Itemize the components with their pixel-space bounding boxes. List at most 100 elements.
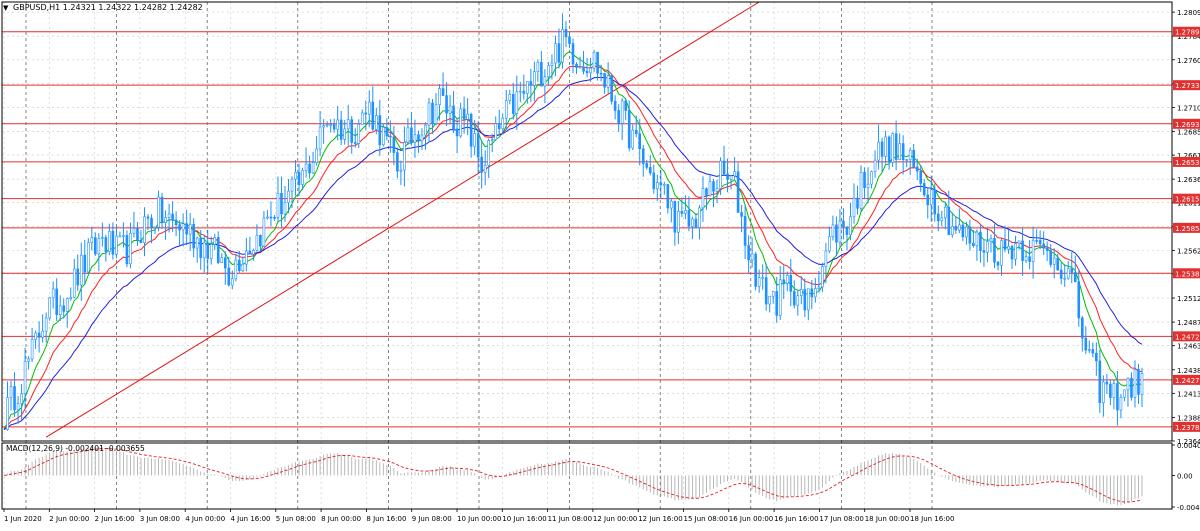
- candle-body: [325, 124, 329, 127]
- candle-body: [1052, 257, 1056, 265]
- candle-body: [663, 184, 666, 186]
- candle-body: [58, 305, 62, 315]
- menu-arrow-icon[interactable]: ▼: [3, 4, 9, 12]
- candle-body: [1095, 352, 1098, 362]
- candle-body: [1077, 281, 1081, 319]
- candle-body: [86, 242, 90, 273]
- candle-body: [979, 231, 982, 251]
- price-tick-label: 1.26855: [1177, 128, 1200, 136]
- candle-body: [986, 241, 989, 253]
- candle-body: [9, 386, 13, 398]
- candle-body: [459, 108, 462, 137]
- candle-body: [353, 142, 357, 144]
- time-tick-label: 4 Jun 16:00: [231, 515, 271, 523]
- candle-body: [322, 125, 325, 128]
- candle-body: [434, 104, 438, 125]
- candle-body: [371, 101, 375, 130]
- price-tick-label: 1.25620: [1177, 247, 1200, 255]
- candle-body: [1045, 247, 1049, 251]
- candle-body: [666, 184, 670, 209]
- horizontal-levels[interactable]: [2, 31, 1172, 428]
- candle-body: [852, 197, 856, 218]
- candle-body: [62, 305, 66, 312]
- candle-body: [1080, 317, 1084, 339]
- candle-body: [670, 200, 673, 209]
- candle-body: [160, 196, 164, 224]
- macd-panel: [3, 446, 1143, 506]
- candle-body: [1066, 268, 1070, 279]
- time-tick-label: 17 Jun 08:00: [819, 515, 863, 523]
- candle-body: [1070, 268, 1074, 273]
- candle-body: [726, 173, 729, 180]
- candle-body: [740, 212, 743, 217]
- candle-body: [248, 250, 252, 255]
- time-tick-label: 3 Jun 08:00: [140, 515, 180, 523]
- candle-body: [887, 136, 891, 163]
- candle-body: [469, 113, 473, 147]
- candle-body: [1007, 245, 1010, 250]
- time-tick-label: 10 Jun 00:00: [457, 515, 501, 523]
- candle-body: [195, 237, 199, 249]
- candle-body: [540, 62, 543, 87]
- symbol-info: GBPUSD,H1 1.24321 1.24322 1.24282 1.2428…: [13, 3, 203, 12]
- candle-body: [357, 124, 361, 144]
- candle-body: [136, 228, 139, 241]
- candle-body: [849, 216, 852, 235]
- price-tick-label: 1.28095: [1177, 9, 1200, 17]
- candle-body: [55, 288, 58, 315]
- candle-body: [694, 218, 698, 228]
- candle-body: [20, 393, 23, 404]
- axes: 1.280951.278451.276001.273501.271051.268…: [3, 0, 1200, 527]
- level-price-tag: [1173, 156, 1200, 167]
- candle-body: [252, 250, 255, 255]
- candle-body: [213, 237, 217, 245]
- price-tick-label: 1.23885: [1177, 414, 1200, 422]
- chart-header: ▼ GBPUSD,H1 1.24321 1.24322 1.24282 1.24…: [3, 3, 203, 453]
- candle-body: [775, 291, 779, 316]
- trendline[interactable]: [45, 1, 760, 438]
- candle-body: [108, 230, 111, 252]
- candle-body: [1091, 349, 1095, 354]
- price-tick-label: 1.24135: [1177, 390, 1200, 398]
- candle-body: [199, 237, 202, 258]
- candle-body: [157, 196, 160, 228]
- macd-tick-label: 0.004079: [1177, 442, 1200, 450]
- candle-body: [241, 263, 245, 271]
- candle-body: [1035, 240, 1038, 242]
- candle-body: [680, 210, 684, 214]
- candle-body: [1031, 240, 1035, 262]
- time-tick-label: 11 Jun 08:00: [548, 515, 592, 523]
- candle-body: [814, 288, 817, 298]
- candle-body: [884, 136, 887, 157]
- level-price-label: 1.24727: [1175, 333, 1200, 341]
- candle-body: [6, 397, 9, 430]
- candle-body: [603, 73, 606, 88]
- candle-body: [220, 257, 224, 263]
- candle-body: [30, 339, 34, 360]
- candle-body: [424, 124, 427, 136]
- candle-body: [796, 295, 800, 306]
- trendline-line[interactable]: [45, 1, 760, 438]
- price-tick-label: 1.27105: [1177, 104, 1200, 112]
- level-price-label: 1.25382: [1175, 270, 1200, 278]
- candle-body: [304, 163, 308, 171]
- candle-body: [452, 105, 455, 130]
- candle-body: [122, 235, 125, 237]
- candle-body: [438, 88, 441, 106]
- time-tick-label: 18 Jun 16:00: [910, 515, 954, 523]
- candle-body: [178, 224, 181, 231]
- candle-body: [778, 279, 782, 316]
- candle-body: [515, 91, 519, 114]
- candle-body: [192, 223, 195, 249]
- candle-body: [367, 101, 371, 115]
- candle-body: [750, 253, 754, 261]
- candle-body: [339, 119, 343, 140]
- candle-body: [645, 163, 649, 168]
- level-price-tag: [1173, 26, 1200, 37]
- frames: [1, 1, 1173, 510]
- candle-body: [487, 140, 491, 166]
- candle-body: [547, 65, 550, 78]
- candle-body: [589, 67, 592, 74]
- candle-body: [473, 133, 476, 147]
